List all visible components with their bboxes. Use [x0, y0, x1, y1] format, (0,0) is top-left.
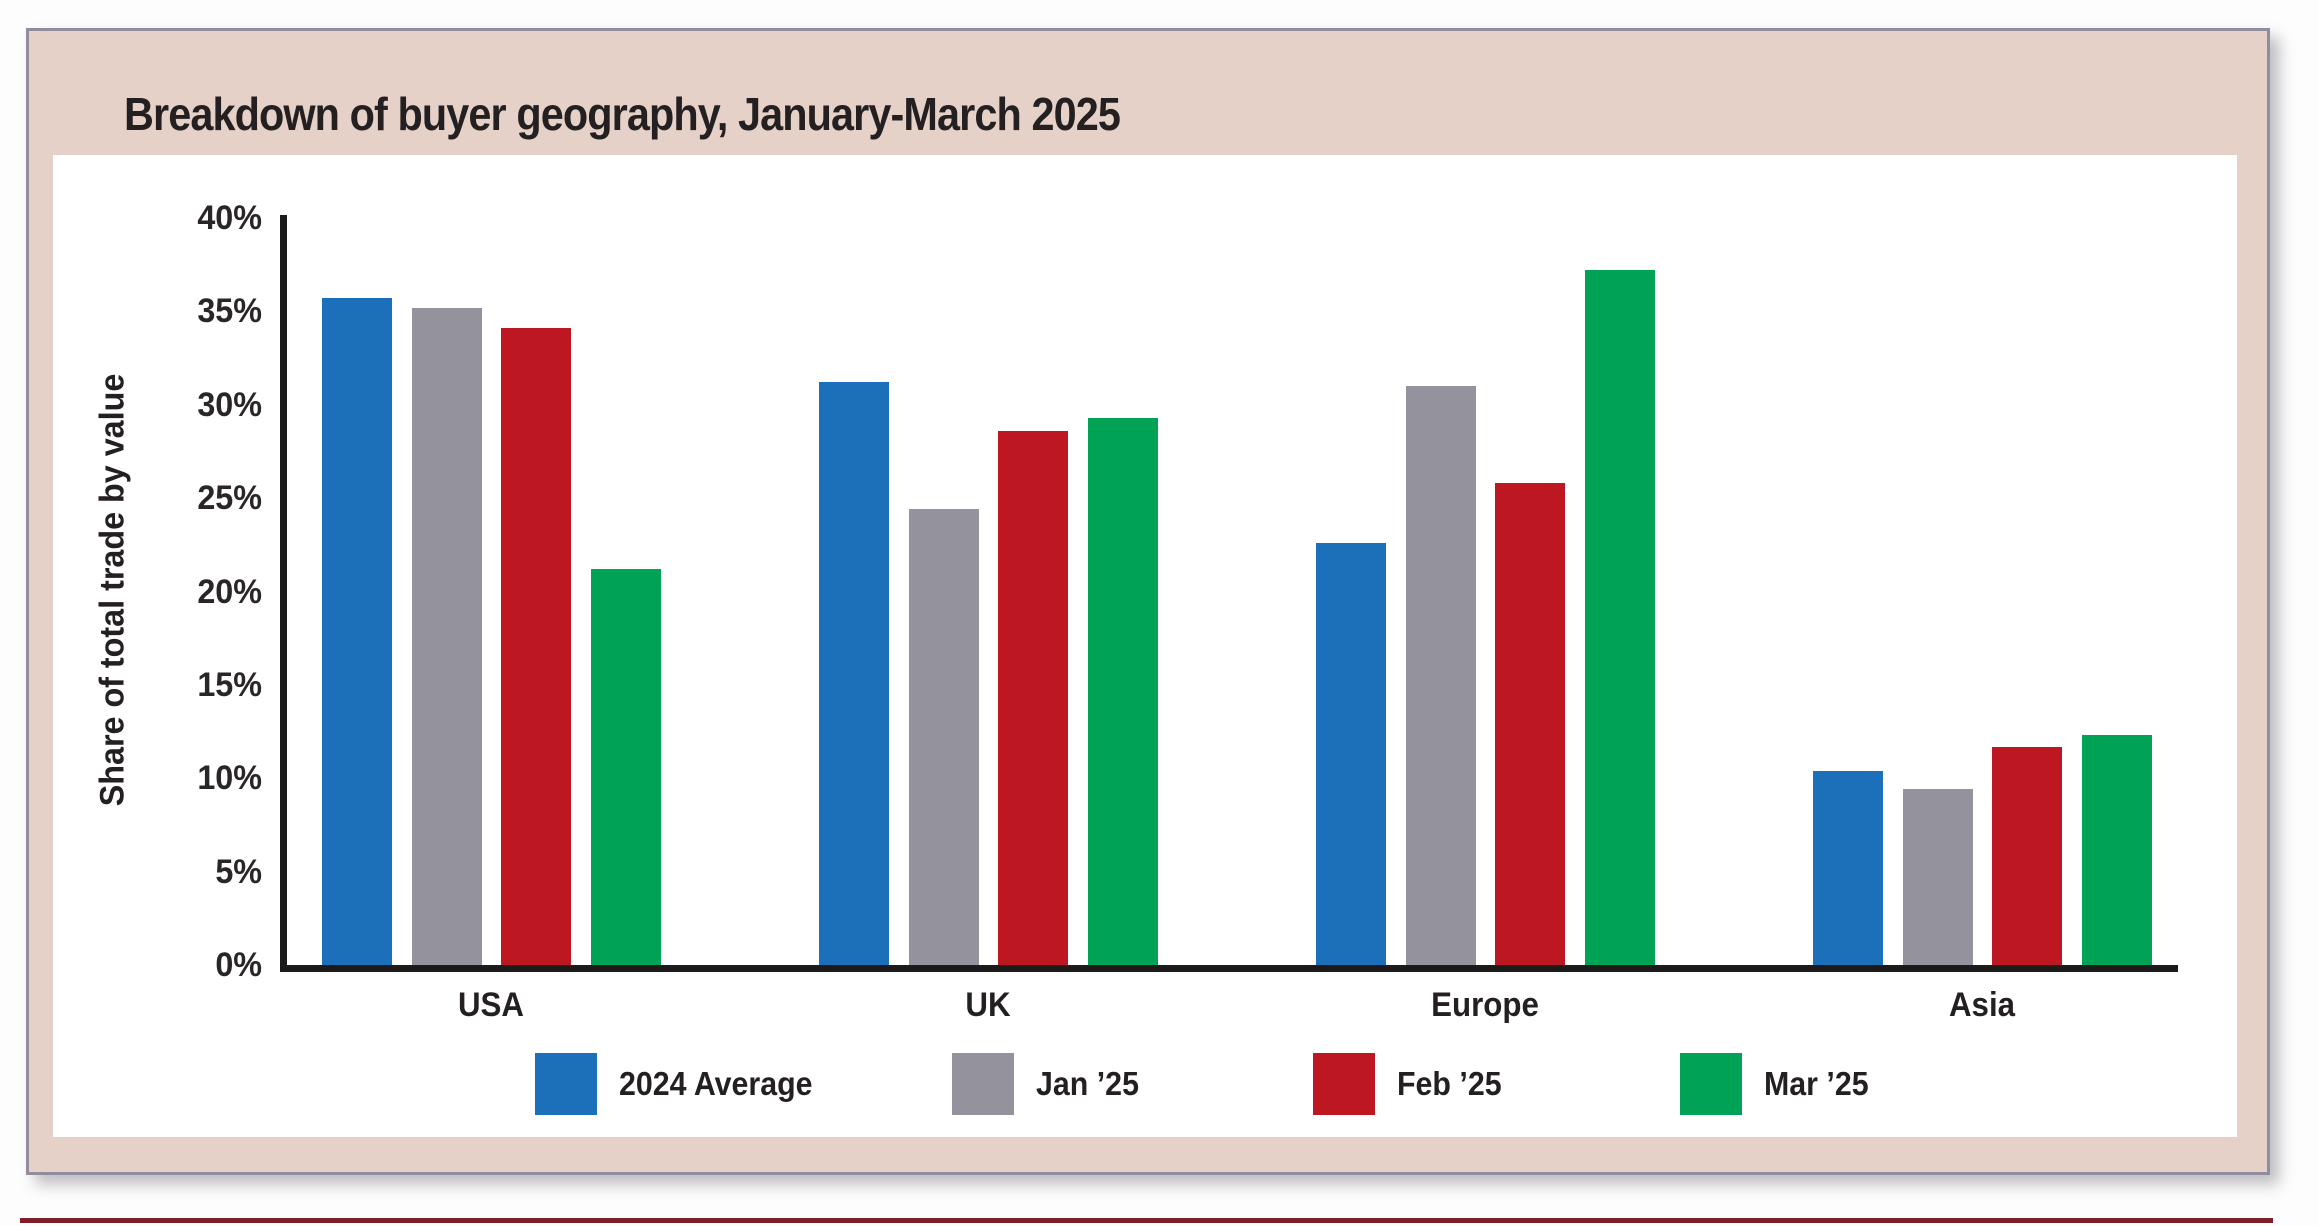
- x-axis-line: [280, 965, 2178, 972]
- bottom-rule: [20, 1218, 2273, 1223]
- legend-swatch: [952, 1053, 1014, 1115]
- bar-asia-3: [1992, 747, 2062, 965]
- legend-label: Jan ’25: [1036, 1065, 1139, 1102]
- y-tick-label: 20%: [197, 572, 262, 611]
- x-category-label: USA: [457, 986, 525, 1024]
- bar-usa-3: [501, 328, 571, 965]
- y-tick-label: 40%: [197, 199, 262, 237]
- bar-asia-2: [1903, 789, 1973, 965]
- bar-europe-1: [1316, 543, 1386, 965]
- legend-label: Mar ’25: [1764, 1065, 1869, 1102]
- y-tick-label: 10%: [197, 759, 262, 798]
- y-tick-label: 15%: [197, 665, 262, 704]
- y-tick-label: 0%: [215, 946, 262, 984]
- x-category-label: Asia: [1948, 986, 2016, 1024]
- x-category-label: Europe: [1431, 986, 1539, 1024]
- x-category-label: UK: [965, 986, 1011, 1024]
- bar-europe-2: [1406, 386, 1476, 965]
- y-tick-label: 5%: [215, 852, 262, 891]
- y-tick-label: 35%: [197, 292, 262, 331]
- bar-asia-1: [1813, 771, 1883, 965]
- bar-usa-1: [322, 298, 392, 965]
- bar-uk-1: [819, 382, 889, 965]
- bar-uk-2: [909, 509, 979, 965]
- legend-swatch: [535, 1053, 597, 1115]
- legend-swatch: [1313, 1053, 1375, 1115]
- y-tick-label: 25%: [197, 479, 262, 518]
- y-tick-label: 30%: [197, 385, 262, 424]
- chart-title: Breakdown of buyer geography, January-Ma…: [124, 88, 1121, 140]
- bar-uk-3: [998, 431, 1068, 965]
- legend-label: Feb ’25: [1397, 1065, 1502, 1102]
- y-axis-line: [280, 215, 287, 972]
- legend-label: 2024 Average: [619, 1065, 813, 1102]
- bar-uk-4: [1088, 418, 1158, 965]
- bar-usa-2: [412, 308, 482, 965]
- bar-usa-4: [591, 569, 661, 965]
- legend-swatch: [1680, 1053, 1742, 1115]
- bar-europe-4: [1585, 270, 1655, 965]
- bar-europe-3: [1495, 483, 1565, 965]
- bar-asia-4: [2082, 735, 2152, 965]
